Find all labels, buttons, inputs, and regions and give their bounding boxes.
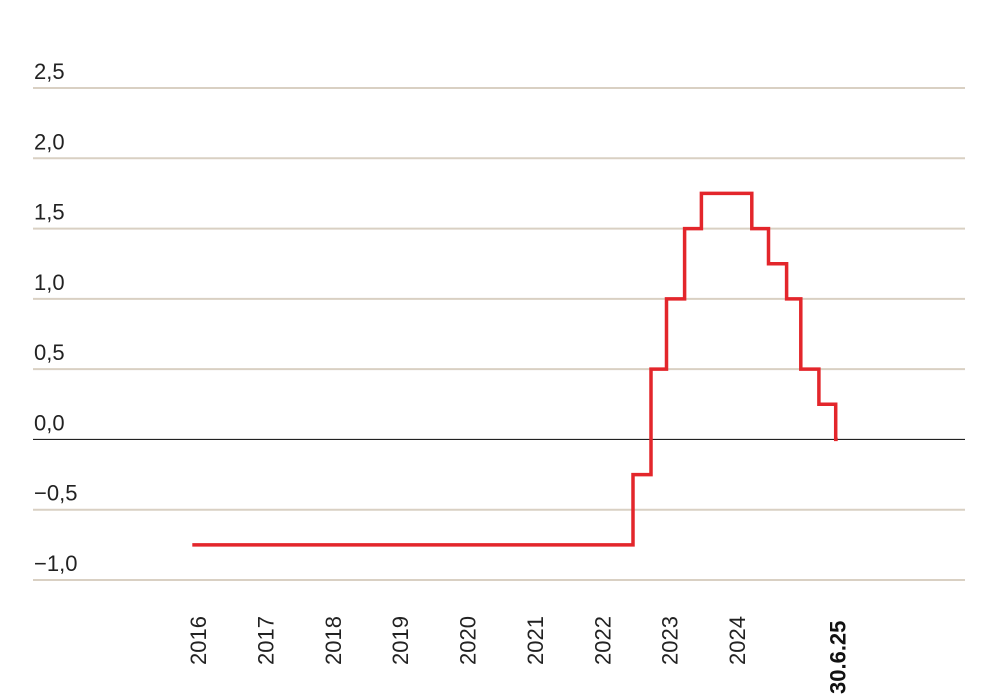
- x-tick-label: 2018: [321, 616, 346, 665]
- y-tick-label: 1,5: [34, 200, 65, 225]
- x-tick-label: 2023: [658, 616, 683, 665]
- y-tick-label: 1,0: [34, 270, 65, 295]
- x-tick-label: 30.6.25: [826, 621, 851, 694]
- series-layer: [192, 191, 838, 547]
- y-tick-label: 2,5: [34, 59, 65, 84]
- x-tick-label: 2020: [456, 616, 481, 665]
- x-tick-label: 2022: [590, 616, 615, 665]
- y-tick-label: −1,0: [34, 551, 77, 576]
- x-tick-label: 2019: [388, 616, 413, 665]
- y-tick-label: 0,0: [34, 410, 65, 435]
- x-tick-label: 2016: [186, 616, 211, 665]
- y-tick-label: −0,5: [34, 481, 77, 506]
- x-tick-label: 2017: [254, 616, 279, 665]
- y-tick-label: 2,0: [34, 129, 65, 154]
- y-axis-tick-labels: 2,5 2,0 1,5 1,0 0,5 0,0 −0,5 −1,0: [34, 59, 77, 576]
- x-tick-label: 2021: [523, 616, 548, 665]
- x-axis-tick-labels: 2016 2017 2018 2019 2020 2021 2022 2023 2024 30.6…: [186, 616, 851, 694]
- x-tick-label: 2024: [725, 616, 750, 665]
- y-tick-label: 0,5: [34, 340, 65, 365]
- policy-rate-series-line: [192, 191, 838, 547]
- gridlines: [33, 87, 965, 581]
